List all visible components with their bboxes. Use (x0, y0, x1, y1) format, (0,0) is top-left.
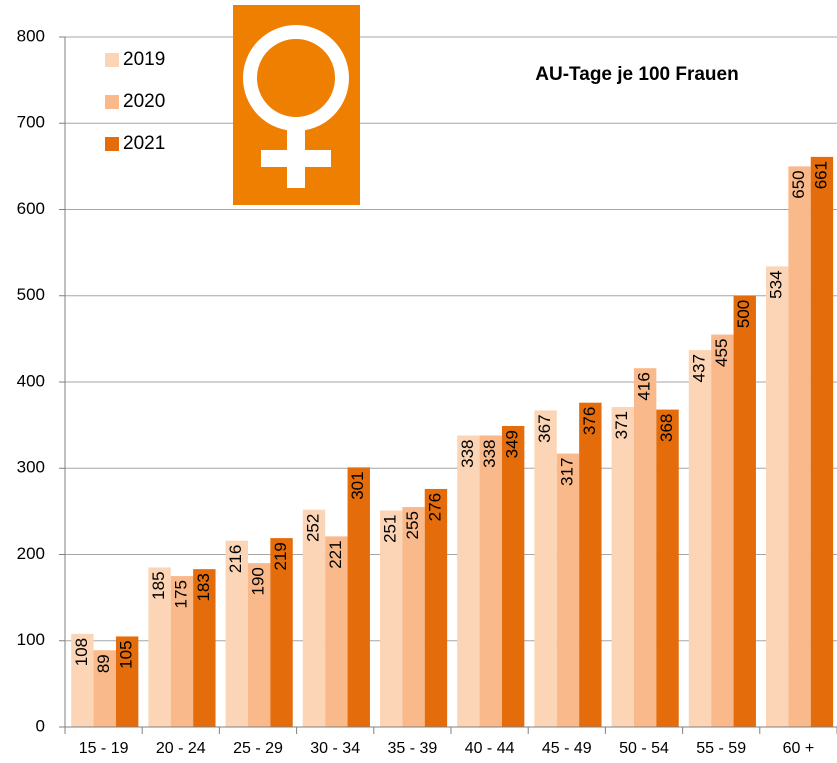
y-tick-label: 200 (17, 544, 45, 563)
value-label: 416 (635, 372, 654, 400)
value-label: 190 (249, 567, 268, 595)
legend-label: 2021 (123, 133, 165, 154)
y-tick-label: 0 (36, 716, 45, 735)
value-label: 376 (580, 407, 599, 435)
bar (71, 633, 94, 727)
bar (501, 425, 525, 727)
y-tick-label: 500 (17, 285, 45, 304)
value-label: 252 (303, 514, 322, 542)
value-label: 650 (789, 170, 808, 198)
value-label: 185 (149, 571, 168, 599)
x-tick-label: 30 - 34 (310, 740, 360, 757)
legend-swatch (105, 53, 119, 67)
bar (93, 650, 116, 727)
legend-swatch (105, 95, 119, 109)
y-tick-label: 300 (17, 458, 45, 477)
value-label: 251 (381, 515, 400, 543)
value-label: 89 (94, 654, 113, 673)
value-label: 216 (226, 545, 245, 573)
bar (225, 540, 248, 727)
x-tick-label: 40 - 44 (465, 740, 515, 757)
x-tick-label: 50 - 54 (619, 740, 669, 757)
value-label: 338 (458, 439, 477, 467)
bar (688, 350, 712, 727)
bar (347, 467, 370, 727)
value-label: 175 (171, 580, 190, 608)
bar (633, 368, 657, 727)
bar (656, 409, 679, 727)
value-label: 183 (194, 573, 213, 601)
bar (479, 435, 502, 727)
x-tick-label: 45 - 49 (542, 740, 592, 757)
bar (556, 453, 580, 727)
y-tick-label: 600 (17, 199, 45, 218)
bar (765, 266, 789, 727)
value-label: 301 (348, 471, 367, 499)
legend-swatch (105, 137, 119, 151)
bar (170, 576, 194, 727)
bar (457, 435, 480, 727)
value-label: 108 (72, 638, 91, 666)
plot: 0 100 200 300 400 500 600 700 800 15 - 19 108 89 105… (17, 26, 837, 757)
value-label: 500 (734, 300, 753, 328)
chart-title: AU-Tage je 100 Frauen (535, 64, 738, 85)
icon-bar (261, 150, 331, 167)
value-label: 437 (689, 354, 708, 382)
value-label: 349 (503, 430, 522, 458)
venus-icon (233, 5, 360, 205)
value-label: 338 (480, 439, 499, 467)
value-label: 219 (271, 542, 290, 570)
y-tick-label: 800 (17, 26, 45, 45)
bar (534, 410, 557, 727)
value-label: 455 (712, 339, 731, 367)
value-label: 368 (657, 414, 676, 442)
x-tick-label: 25 - 29 (233, 740, 283, 757)
value-label: 317 (557, 458, 576, 486)
value-label: 276 (425, 493, 444, 521)
value-label: 661 (811, 161, 830, 189)
value-label: 105 (117, 640, 136, 668)
y-tick-label: 700 (17, 113, 45, 132)
value-label: 367 (535, 414, 554, 442)
bar (810, 156, 834, 727)
x-tick-label: 55 - 59 (696, 740, 746, 757)
value-label: 371 (612, 411, 631, 439)
x-tick-label: 60 + (783, 740, 815, 757)
bar (379, 510, 403, 727)
value-label: 221 (326, 540, 345, 568)
bar (424, 488, 448, 727)
bar (270, 538, 293, 727)
x-tick-label: 35 - 39 (387, 740, 437, 757)
bar (788, 166, 811, 727)
value-label: 534 (767, 270, 786, 298)
bar (402, 507, 425, 727)
bar (579, 402, 602, 727)
x-tick-label: 15 - 19 (79, 740, 129, 757)
bar (733, 295, 756, 727)
bar (247, 563, 271, 727)
bar (148, 567, 171, 727)
bar (302, 509, 326, 727)
y-tick-label: 100 (17, 630, 45, 649)
bar (325, 536, 348, 727)
legend-label: 2019 (123, 49, 165, 70)
legend-label: 2020 (123, 91, 165, 112)
y-tick-label: 400 (17, 371, 45, 390)
bar (193, 569, 216, 727)
bar (711, 334, 734, 727)
bar (611, 407, 634, 727)
bar (115, 636, 139, 727)
x-tick-label: 20 - 24 (156, 740, 206, 757)
value-label: 255 (403, 511, 422, 539)
